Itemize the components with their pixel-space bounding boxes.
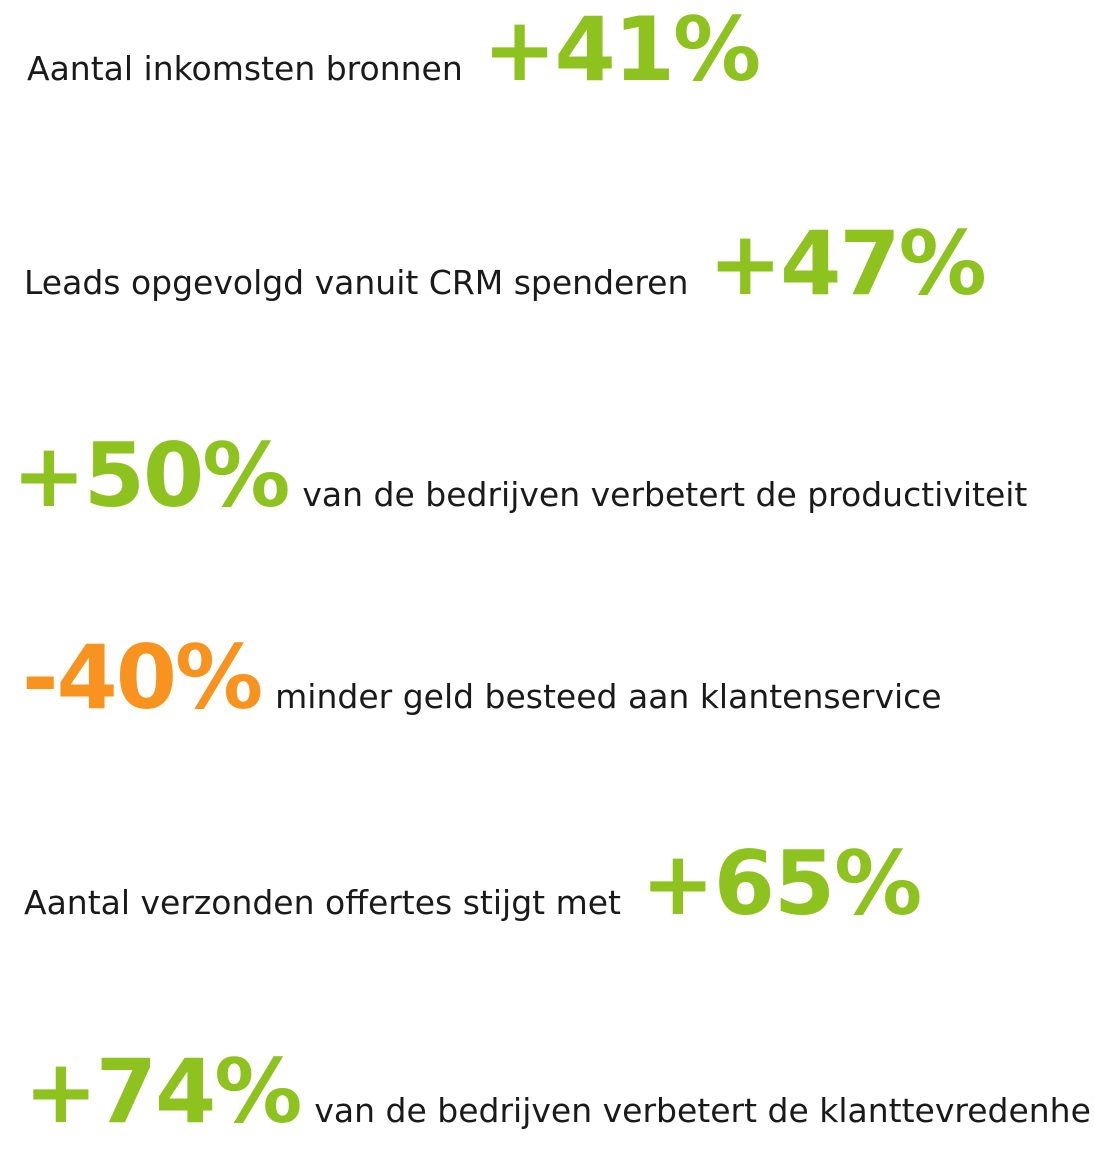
stat-row-customer-satisfaction: +74% van de bedrijven verbetert de klant… xyxy=(24,1048,1094,1136)
stat-row-income-sources: Aantal inkomsten bronnen +41% xyxy=(27,0,761,101)
stat-label: Leads opgevolgd vanuit CRM spenderen xyxy=(24,263,689,302)
stat-row-customer-service-cost: -40% minder geld besteed aan klantenserv… xyxy=(22,634,942,722)
stat-label: Aantal inkomsten bronnen xyxy=(27,49,463,88)
stat-row-quotes-sent: Aantal verzonden offertes stijgt met +65… xyxy=(24,832,922,935)
stat-label: van de bedrijven verbetert de klanttevre… xyxy=(314,1091,1094,1130)
stat-label: minder geld besteed aan klantenservice xyxy=(275,677,942,716)
stat-value: +41% xyxy=(482,0,761,101)
stat-value: +74% xyxy=(24,1040,302,1143)
stat-label: Aantal verzonden offertes stijgt met xyxy=(24,883,621,922)
stat-value: -40% xyxy=(22,626,263,729)
stat-row-leads-followed: Leads opgevolgd vanuit CRM spenderen +47… xyxy=(24,212,987,315)
stat-value: +50% xyxy=(12,424,290,527)
stat-value: +47% xyxy=(708,212,986,315)
stat-value: +65% xyxy=(640,832,922,935)
stat-row-productivity: +50% van de bedrijven verbetert de produ… xyxy=(12,432,1027,520)
stat-label: van de bedrijven verbetert de productivi… xyxy=(302,475,1028,514)
